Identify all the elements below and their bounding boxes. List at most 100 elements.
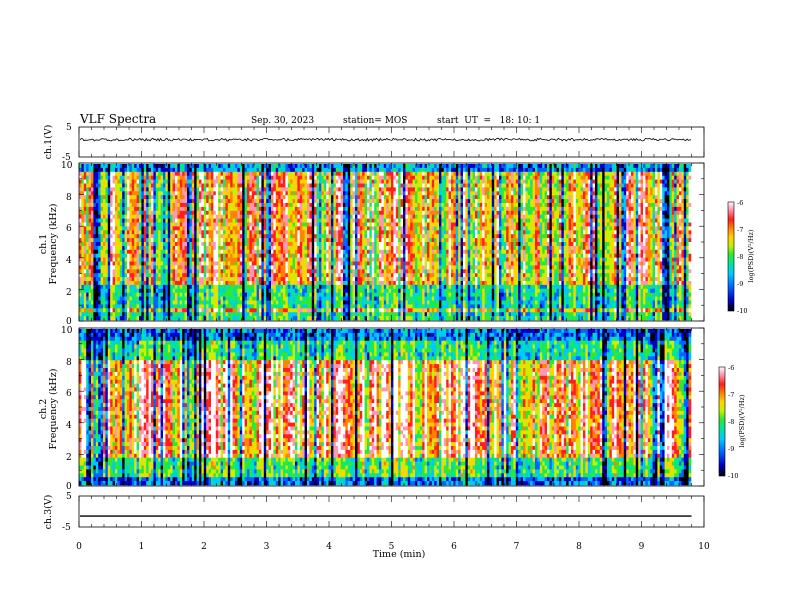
- spectrogram-cell: [160, 269, 164, 274]
- spectrogram-cell: [191, 214, 195, 219]
- spectrogram-cell: [347, 183, 351, 188]
- spectrogram-cell: [179, 269, 183, 274]
- spectrogram-cell: [280, 292, 284, 297]
- spectrogram-cell: [187, 230, 190, 235]
- spectrogram-cell: [100, 281, 104, 286]
- spectrogram-cell: [100, 242, 104, 247]
- spectrogram-cell: [251, 312, 255, 317]
- spectrogram-cell: [304, 304, 308, 309]
- spectrogram-cell: [350, 175, 353, 180]
- spectrogram-cell: [170, 171, 173, 176]
- spectrogram-cell: [251, 288, 255, 293]
- spectrogram-cell: [283, 234, 286, 239]
- spectrogram-cell: [285, 171, 289, 176]
- spectrogram-cell: [136, 316, 140, 321]
- spectrogram-cell: [196, 218, 200, 223]
- spectrogram-cell: [223, 242, 226, 247]
- spectrogram-cell: [223, 257, 226, 262]
- spectrogram-cell: [151, 206, 154, 212]
- spectrogram-cell: [335, 183, 339, 188]
- spectrogram-cell: [355, 230, 358, 235]
- spectrogram-cell: [88, 179, 92, 184]
- spectrogram-cell: [158, 164, 161, 169]
- spectrogram-cell: [213, 238, 217, 243]
- spectrogram-cell: [105, 226, 109, 231]
- spectrogram-cell: [367, 242, 370, 247]
- spectrogram-cell: [148, 199, 152, 204]
- spectrogram-cell: [357, 277, 361, 282]
- spectrogram-cell: [304, 288, 308, 293]
- spectrogram-cell: [273, 230, 277, 235]
- spectrogram-cell: [244, 249, 248, 254]
- spectrogram-cell: [220, 199, 224, 204]
- spectrogram-cell: [254, 183, 257, 188]
- spectrogram-cell: [155, 167, 159, 173]
- spectrogram-cell: [297, 284, 301, 290]
- spectrogram-cell: [244, 195, 248, 200]
- spectrogram-cell: [218, 175, 221, 180]
- spectrogram-cell: [93, 249, 97, 254]
- spectrogram-cell: [110, 242, 113, 247]
- spectrogram-cell: [278, 316, 281, 321]
- spectrogram-cell: [297, 304, 301, 309]
- spectrogram-cell: [299, 226, 303, 231]
- spectrogram-cell: [158, 269, 161, 274]
- spectrogram-cell: [345, 261, 349, 266]
- spectrogram-cell: [88, 257, 92, 262]
- spectrogram-cell: [105, 195, 109, 200]
- spectrogram-cell: [215, 238, 219, 243]
- spectrogram-cell: [285, 288, 289, 293]
- spectrogram-cell: [333, 249, 337, 254]
- spectrogram-cell: [263, 308, 267, 313]
- spectrogram-cell: [112, 195, 116, 200]
- spectrogram-cell: [143, 269, 147, 274]
- spectrogram-cell: [347, 195, 351, 200]
- spectrogram-cell: [359, 171, 363, 176]
- spectrogram-cell: [283, 164, 286, 169]
- spectrogram-cell: [357, 171, 361, 176]
- spectrogram-cell: [292, 261, 296, 266]
- spectrogram-cell: [309, 214, 313, 219]
- spectrogram-cell: [259, 230, 262, 235]
- spectrogram-cell: [184, 273, 188, 278]
- spectrogram-cell: [268, 214, 272, 219]
- spectrogram-cell: [280, 257, 284, 262]
- spectrogram-cell: [290, 281, 293, 286]
- spectrogram-cell: [184, 277, 188, 282]
- spectrogram-cell: [225, 316, 229, 321]
- spectrogram-cell: [136, 288, 140, 293]
- spectrogram-cell: [292, 245, 296, 251]
- spectrogram-cell: [175, 164, 178, 169]
- spectrogram-cell: [249, 292, 253, 297]
- spectrogram-cell: [172, 187, 176, 192]
- spectrogram-cell: [328, 284, 332, 290]
- spectrogram-cell: [328, 253, 332, 258]
- spectrogram-cell: [148, 210, 152, 215]
- spectrogram-cell: [206, 230, 209, 235]
- spectrogram-cell: [103, 242, 106, 247]
- spectrogram-cell: [369, 218, 373, 223]
- spectrogram-cell: [299, 316, 303, 321]
- spectrogram-cell: [122, 234, 125, 239]
- spectrogram-cell: [208, 164, 212, 169]
- spectrogram-cell: [369, 292, 373, 297]
- spectrogram-cell: [333, 308, 337, 313]
- spectrogram-cell: [100, 300, 104, 305]
- spectrogram-cell: [244, 257, 248, 262]
- spectrogram-cell: [347, 296, 351, 301]
- spectrogram-cell: [352, 183, 356, 188]
- spectrogram-cell: [124, 206, 128, 212]
- spectrogram-cell: [251, 183, 255, 188]
- spectrogram-cell: [194, 261, 197, 266]
- spectrogram-cell: [242, 171, 245, 176]
- spectrogram-cell: [203, 265, 207, 270]
- spectrogram-cell: [206, 304, 209, 309]
- spectrogram-cell: [91, 261, 94, 266]
- spectrogram-cell: [86, 179, 89, 184]
- spectrogram-cell: [268, 179, 272, 184]
- spectrogram-cell: [170, 222, 173, 227]
- spectrogram-cell: [251, 269, 255, 274]
- spectrogram-cell: [143, 226, 147, 231]
- spectrogram-cell: [369, 312, 373, 317]
- spectrogram-cell: [141, 277, 145, 282]
